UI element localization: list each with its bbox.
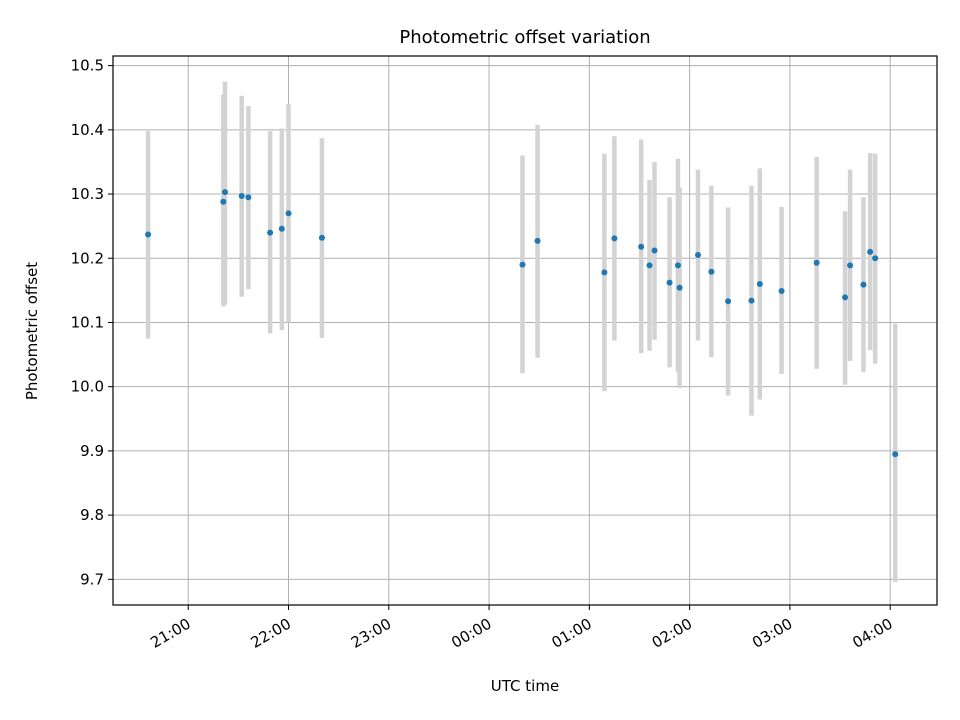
- data-point: [221, 189, 228, 196]
- y-tick-label: 10.3: [71, 185, 104, 203]
- y-axis-label: Photometric offset: [23, 262, 41, 400]
- data-point: [278, 225, 285, 232]
- data-point: [708, 268, 715, 275]
- data-point: [813, 259, 820, 266]
- grid: [113, 56, 937, 605]
- data-point: [748, 297, 755, 304]
- data-point: [318, 234, 325, 241]
- plot-area-frame: [112, 55, 938, 606]
- data-point: [646, 262, 653, 269]
- y-tick-label: 9.7: [80, 570, 104, 588]
- data-point: [519, 261, 526, 268]
- data-point: [220, 198, 227, 205]
- data-point: [245, 194, 252, 201]
- data-point: [611, 235, 618, 242]
- data-point: [267, 229, 274, 236]
- data-point: [601, 269, 608, 276]
- data-point: [238, 192, 245, 199]
- y-tick-label: 9.9: [80, 442, 104, 460]
- data-point: [651, 247, 658, 254]
- chart-title: Photometric offset variation: [399, 27, 650, 48]
- data-point: [285, 210, 292, 217]
- data-point: [674, 262, 681, 269]
- y-tick-label: 10.2: [71, 249, 104, 267]
- data-point: [867, 248, 874, 255]
- data-point: [666, 279, 673, 286]
- data-point: [676, 284, 683, 291]
- data-point: [756, 280, 763, 287]
- x-axis-label: UTC time: [491, 677, 559, 695]
- data-point: [145, 231, 152, 238]
- data-point: [872, 255, 879, 262]
- y-axis-ticks: 9.7 9.8 9.9 10.0 10.1 10.2 10.3 10.4 10.5: [71, 57, 113, 588]
- data-point: [694, 252, 701, 259]
- y-tick-label: 10.5: [71, 57, 104, 75]
- data-point: [892, 451, 899, 458]
- data-point: [638, 243, 645, 250]
- data-points: [145, 189, 899, 458]
- data-point: [534, 237, 541, 244]
- y-tick-label: 10.1: [71, 313, 104, 331]
- data-point: [725, 298, 732, 305]
- y-tick-label: 9.8: [80, 506, 104, 524]
- data-point: [847, 262, 854, 269]
- y-tick-label: 10.0: [71, 378, 104, 396]
- data-point: [778, 288, 785, 295]
- data-point: [842, 294, 849, 301]
- y-tick-label: 10.4: [71, 121, 104, 139]
- data-point: [860, 281, 867, 288]
